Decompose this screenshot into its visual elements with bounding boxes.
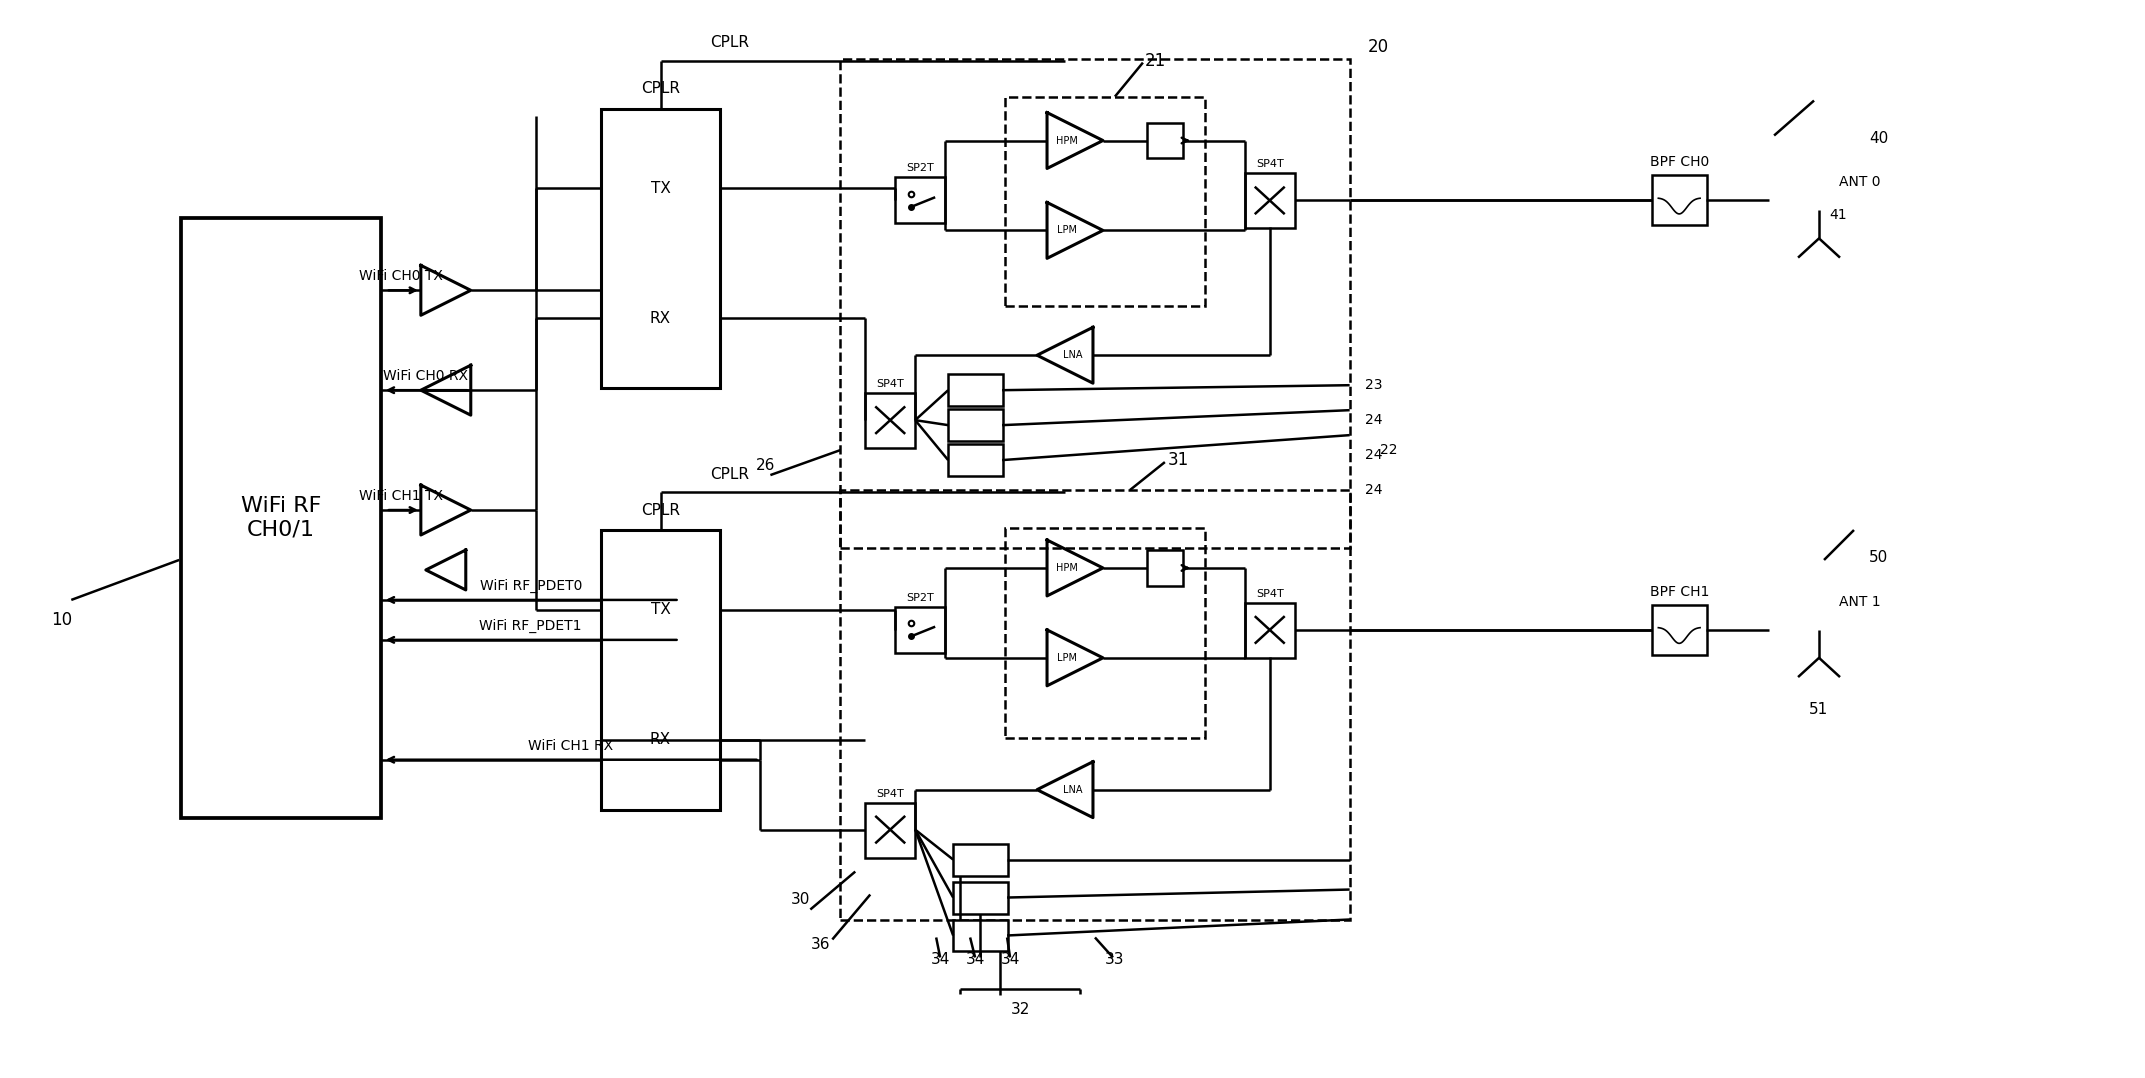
Bar <box>952 844 1008 875</box>
Bar <box>1652 176 1707 225</box>
Text: 51: 51 <box>1808 702 1828 717</box>
Bar <box>1006 97 1205 306</box>
Text: RX: RX <box>650 732 671 747</box>
Text: 30: 30 <box>792 892 811 907</box>
Bar <box>601 530 721 810</box>
Text: LNA: LNA <box>1064 350 1083 360</box>
Bar <box>1006 528 1205 737</box>
Bar <box>864 393 916 448</box>
Bar <box>1148 123 1182 158</box>
Text: BPF CH1: BPF CH1 <box>1650 585 1710 599</box>
Text: ANT 1: ANT 1 <box>1838 595 1881 609</box>
Bar <box>948 374 1004 406</box>
Text: SP2T: SP2T <box>907 164 933 174</box>
Text: WiFi CH1 RX: WiFi CH1 RX <box>528 738 613 752</box>
Bar <box>894 607 946 653</box>
Text: 50: 50 <box>1868 551 1888 566</box>
Bar <box>952 882 1008 913</box>
Text: 34: 34 <box>1000 952 1019 967</box>
Text: 40: 40 <box>1868 132 1888 146</box>
Text: WiFi RF_PDET1: WiFi RF_PDET1 <box>480 619 581 633</box>
Text: 24: 24 <box>1364 448 1381 462</box>
Bar <box>864 803 916 858</box>
Text: WiFi CH0 TX: WiFi CH0 TX <box>358 270 442 284</box>
Text: 24: 24 <box>1364 483 1381 497</box>
Text: SP2T: SP2T <box>907 593 933 603</box>
Bar <box>841 490 1349 920</box>
Text: SP4T: SP4T <box>877 789 903 799</box>
Text: 23: 23 <box>1364 378 1381 392</box>
Bar <box>1244 603 1296 658</box>
Text: WiFi RF
CH0/1: WiFi RF CH0/1 <box>240 497 322 540</box>
Text: 10: 10 <box>51 611 73 628</box>
Text: 41: 41 <box>1830 208 1847 222</box>
Bar <box>180 219 382 817</box>
Bar <box>948 410 1004 441</box>
Text: HPM: HPM <box>1055 136 1079 146</box>
Text: TX: TX <box>650 181 671 196</box>
Text: CPLR: CPLR <box>710 467 749 482</box>
Bar <box>841 58 1349 548</box>
Text: TX: TX <box>650 603 671 618</box>
Text: RX: RX <box>650 310 671 326</box>
Bar <box>601 109 721 388</box>
Text: CPLR: CPLR <box>641 81 680 96</box>
Text: LNA: LNA <box>1064 785 1083 794</box>
Text: 34: 34 <box>931 952 950 967</box>
Text: 20: 20 <box>1369 38 1388 56</box>
Text: LPM: LPM <box>1057 653 1077 663</box>
Text: WiFi CH1 TX: WiFi CH1 TX <box>358 489 442 503</box>
Text: 34: 34 <box>965 952 985 967</box>
Text: HPM: HPM <box>1055 563 1079 573</box>
Bar <box>894 178 946 223</box>
Text: 33: 33 <box>1105 952 1124 967</box>
Bar <box>1652 605 1707 654</box>
Text: WiFi RF_PDET0: WiFi RF_PDET0 <box>480 579 581 593</box>
Bar <box>952 920 1008 952</box>
Text: ANT 0: ANT 0 <box>1838 176 1881 190</box>
Text: 22: 22 <box>1379 443 1396 457</box>
Text: 26: 26 <box>755 457 774 472</box>
Text: LPM: LPM <box>1057 225 1077 235</box>
Text: 24: 24 <box>1364 413 1381 427</box>
Text: 31: 31 <box>1167 451 1188 469</box>
Text: CPLR: CPLR <box>641 502 680 517</box>
Text: SP4T: SP4T <box>1255 589 1283 599</box>
Text: 36: 36 <box>811 937 830 952</box>
Text: WiFi CH0 RX: WiFi CH0 RX <box>384 369 468 383</box>
Bar <box>1244 174 1296 229</box>
Text: 21: 21 <box>1145 52 1167 70</box>
Text: SP4T: SP4T <box>1255 160 1283 169</box>
Text: BPF CH0: BPF CH0 <box>1650 155 1710 169</box>
Text: SP4T: SP4T <box>877 379 903 389</box>
Text: 32: 32 <box>1010 1001 1030 1017</box>
Text: CPLR: CPLR <box>710 36 749 51</box>
Bar <box>948 444 1004 476</box>
Bar <box>1148 550 1182 586</box>
